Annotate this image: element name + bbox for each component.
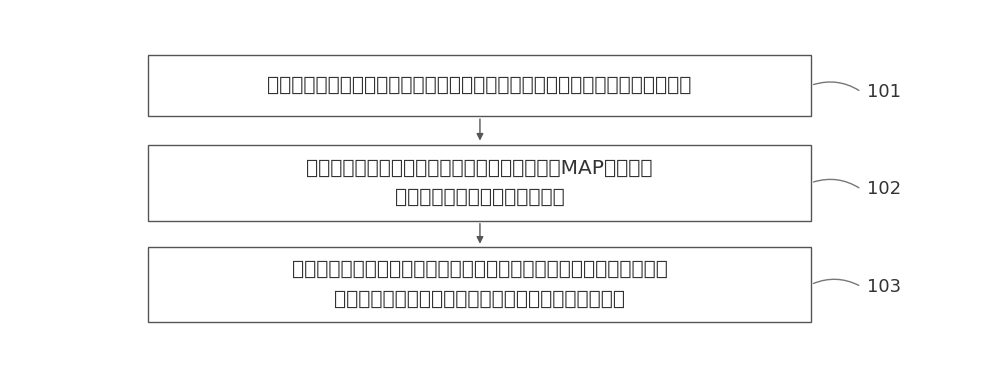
Text: 101: 101	[867, 83, 901, 101]
Text: 实时获取发动机当前转速信息当前功率信息以及所述燃气流量控制阀的当前开度: 实时获取发动机当前转速信息当前功率信息以及所述燃气流量控制阀的当前开度	[267, 76, 692, 95]
Text: 根据所述当前转速信息及当前功率信息，在预设MAP表中查询
所述燃气流量控制阀的需求开度: 根据所述当前转速信息及当前功率信息，在预设MAP表中查询 所述燃气流量控制阀的需…	[306, 158, 653, 207]
FancyBboxPatch shape	[148, 55, 811, 116]
Text: 102: 102	[867, 180, 901, 198]
FancyBboxPatch shape	[148, 145, 811, 221]
FancyBboxPatch shape	[148, 247, 811, 323]
Text: 根据所述当前开度及需求开度通过比例积分控制，输出驱动控制信号，
以控制发动机在所述燃气流量控制阀的需求开度下运行: 根据所述当前开度及需求开度通过比例积分控制，输出驱动控制信号， 以控制发动机在所…	[292, 260, 668, 309]
Text: 103: 103	[867, 278, 901, 296]
